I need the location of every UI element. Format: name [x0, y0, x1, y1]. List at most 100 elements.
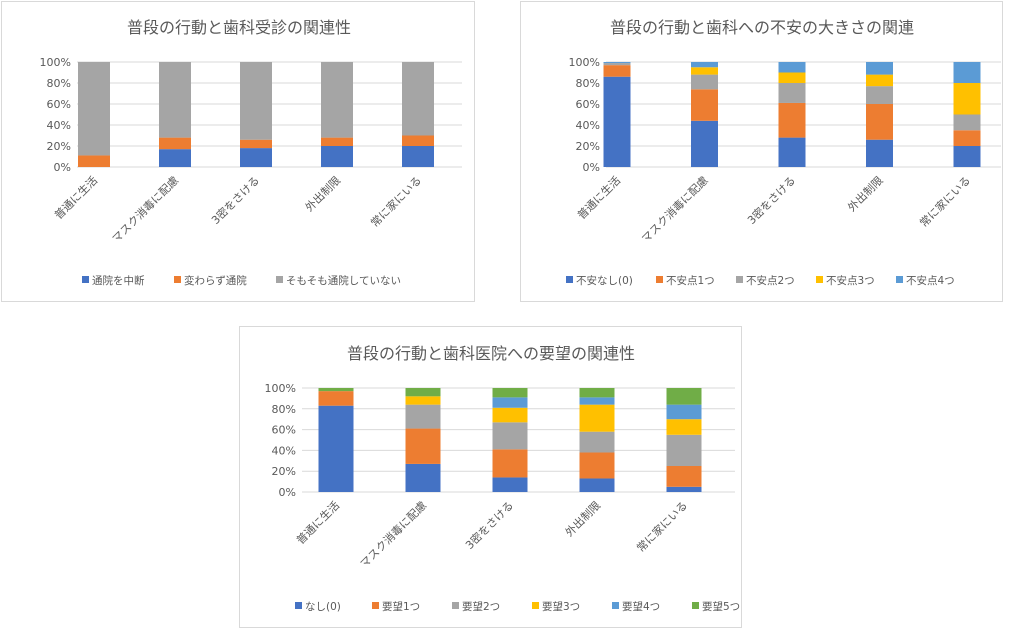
- y-tick-label: 80%: [272, 403, 296, 416]
- bar-segment: [866, 62, 893, 75]
- bar-segment: [402, 62, 434, 136]
- bar-segment: [866, 139, 893, 167]
- bar-segment: [159, 62, 191, 138]
- legend-swatch: [816, 276, 823, 283]
- bar-segment: [953, 114, 981, 131]
- bar-segment: [691, 67, 718, 75]
- y-tick-label: 20%: [272, 465, 296, 478]
- y-tick-label: 0%: [54, 161, 71, 174]
- legend-swatch: [566, 276, 573, 283]
- legend-label: 通院を中断: [92, 274, 145, 287]
- bar-segment: [778, 62, 806, 73]
- bar-segment: [778, 83, 806, 103]
- bar-segment: [159, 149, 191, 167]
- category-label: 外出制限: [845, 173, 886, 214]
- bar-segment: [666, 466, 702, 487]
- legend-swatch: [896, 276, 903, 283]
- y-tick-label: 60%: [272, 424, 296, 437]
- legend-label: 要望5つ: [702, 600, 740, 613]
- category-label: マスク消毒に配慮: [109, 173, 181, 245]
- category-label: 3密をさける: [208, 173, 262, 227]
- bar-segment: [666, 404, 702, 420]
- bar-segment: [492, 397, 528, 408]
- bar-segment: [492, 407, 528, 423]
- bar-segment: [666, 388, 702, 405]
- y-tick-label: 40%: [272, 444, 296, 457]
- bar-segment: [405, 463, 441, 492]
- chart-requests: 普段の行動と歯科医院への要望の関連性 0% 20% 40% 60% 80% 100% 普通に生…: [265, 344, 741, 613]
- chart-visit: 普段の行動と歯科受診の関連性 0% 20% 40% 60% 80% 100% 普通に生活 マスク…: [40, 18, 462, 287]
- bar-segment: [691, 62, 718, 68]
- bar-segment: [691, 120, 718, 167]
- bar-segment: [579, 452, 615, 479]
- bar-segment: [953, 130, 981, 146]
- bar-segment: [866, 86, 893, 104]
- legend-swatch: [174, 276, 181, 283]
- legend-label: 不安点2つ: [746, 274, 795, 287]
- legend-label: 要望2つ: [462, 600, 500, 613]
- y-tick-label: 100%: [569, 56, 600, 69]
- bar-segment: [321, 137, 353, 146]
- chart-title: 普段の行動と歯科受診の関連性: [127, 18, 351, 37]
- bar-segment: [666, 486, 702, 492]
- chart-title: 普段の行動と歯科への不安の大きさの関連: [610, 18, 914, 37]
- y-tick-label: 0%: [279, 486, 296, 499]
- bar-segment: [579, 404, 615, 432]
- category-label: 常に家にいる: [917, 173, 974, 230]
- bar-segment: [866, 104, 893, 140]
- y-tick-label: 100%: [40, 56, 71, 69]
- y-tick-label: 60%: [47, 98, 71, 111]
- bar-segment: [603, 76, 631, 167]
- bar-segment: [603, 65, 631, 77]
- legend-swatch: [612, 602, 619, 609]
- bar-segment: [405, 404, 441, 429]
- bar-segment: [953, 146, 981, 167]
- bar-segment: [492, 477, 528, 492]
- bar-segment: [492, 422, 528, 450]
- y-tick-label: 80%: [47, 77, 71, 90]
- category-label: マスク消毒に配慮: [638, 173, 710, 245]
- legend-swatch: [656, 276, 663, 283]
- chart-panel-visit: 普段の行動と歯科受診の関連性 0% 20% 40% 60% 80% 100% 普通に生活 マスク…: [1, 1, 475, 302]
- bar-segment: [492, 449, 528, 478]
- legend-label: 要望1つ: [382, 600, 420, 613]
- bar-segment: [405, 388, 441, 397]
- bar-segment: [778, 102, 806, 138]
- bar-segment: [579, 397, 615, 405]
- legend-swatch: [276, 276, 283, 283]
- category-label: マスク消毒に配慮: [357, 498, 429, 570]
- bar-segment: [492, 388, 528, 398]
- bar-segment: [579, 431, 615, 453]
- y-tick-label: 40%: [47, 119, 71, 132]
- category-label: 常に家にいる: [368, 173, 425, 230]
- bar-segment: [866, 74, 893, 87]
- chart-panel-requests: 普段の行動と歯科医院への要望の関連性 0% 20% 40% 60% 80% 100% 普通に生…: [239, 326, 742, 628]
- bar-segment: [402, 135, 434, 146]
- bar-segment: [159, 137, 191, 150]
- y-tick-label: 60%: [576, 98, 600, 111]
- bar-segment: [318, 391, 354, 406]
- bar-segment: [603, 62, 631, 64]
- legend-swatch: [295, 602, 302, 609]
- y-tick-label: 40%: [576, 119, 600, 132]
- bar-segment: [318, 405, 354, 492]
- bar-segment: [240, 139, 272, 149]
- bar-segment: [603, 63, 631, 66]
- y-tick-label: 20%: [47, 140, 71, 153]
- legend-label: 不安点3つ: [826, 274, 875, 287]
- legend-label: 変わらず通院: [184, 274, 247, 287]
- y-tick-label: 20%: [576, 140, 600, 153]
- bar-segment: [318, 388, 354, 392]
- category-label: 3密をさける: [462, 498, 516, 552]
- legend-label: なし(0): [305, 601, 341, 613]
- bar-segment: [666, 434, 702, 466]
- legend-swatch: [82, 276, 89, 283]
- legend-swatch: [692, 602, 699, 609]
- category-label: 普通に生活: [51, 173, 100, 222]
- category-label: 常に家にいる: [634, 498, 691, 555]
- legend-label: そもそも通院していない: [286, 274, 401, 287]
- y-tick-label: 80%: [576, 77, 600, 90]
- bar-segment: [405, 428, 441, 464]
- bar-segment: [953, 83, 981, 115]
- category-label: 外出制限: [302, 173, 343, 214]
